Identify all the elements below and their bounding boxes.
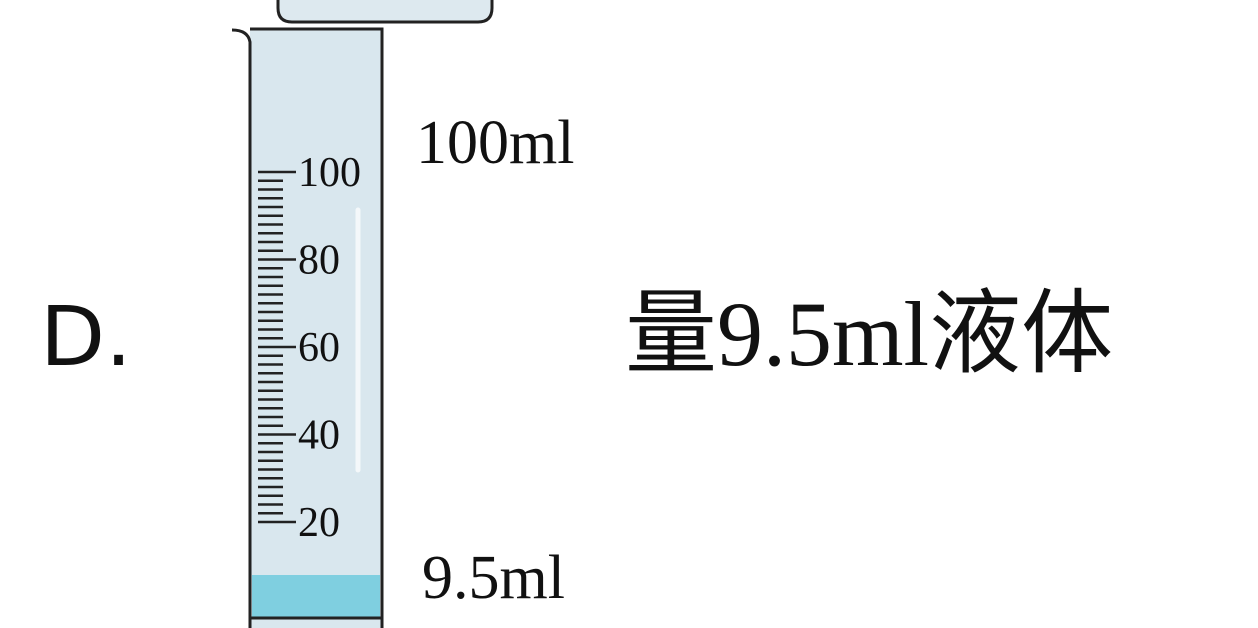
scale: 100 80 60 40 20 (258, 150, 361, 546)
cylinder-right-wall (250, 27, 384, 628)
bottle (276, 0, 494, 24)
annotation: 9.5ml (422, 544, 565, 612)
scale-label: 60 (298, 325, 340, 371)
annotation: 100ml (416, 109, 574, 177)
scale-label: 20 (298, 500, 340, 546)
caption: 量9.5ml液体 (625, 283, 1113, 385)
scale-label: 40 (298, 413, 340, 459)
option-label: D. (40, 290, 132, 385)
liquid (252, 575, 380, 619)
scale-label: 100 (298, 150, 361, 196)
scale-label: 80 (298, 238, 340, 284)
cylinder-left-wall (231, 28, 252, 628)
